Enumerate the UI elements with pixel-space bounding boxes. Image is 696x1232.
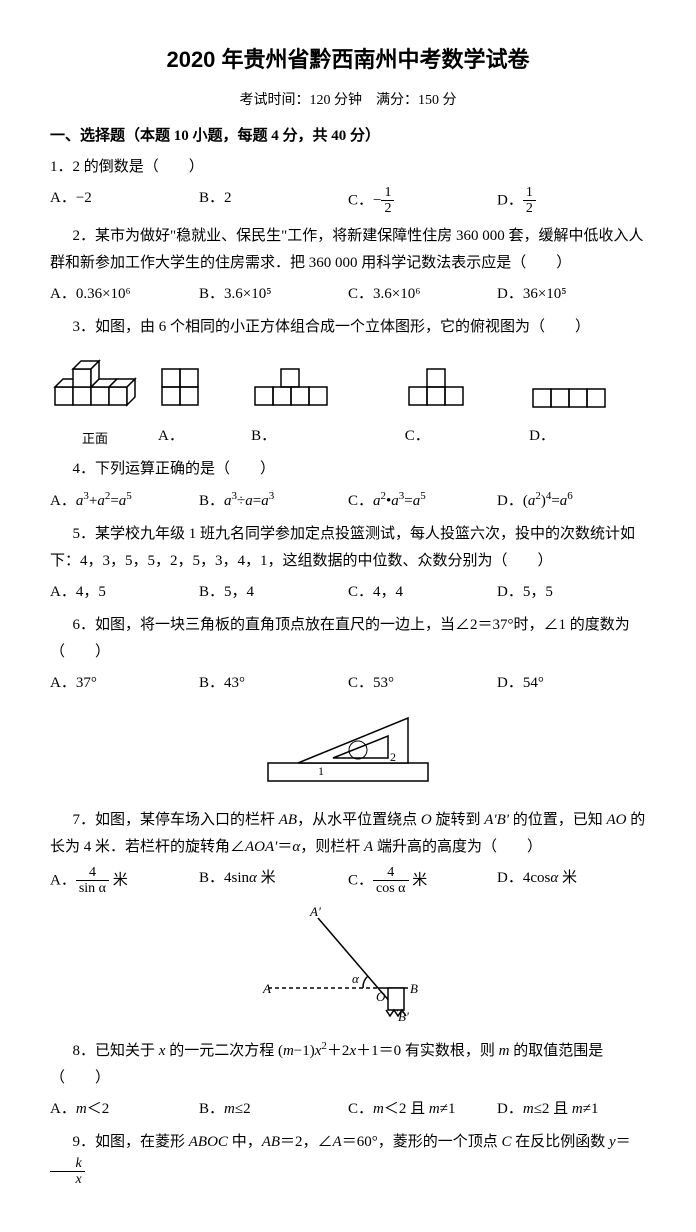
q5-optD: D．5，5 (497, 579, 646, 606)
q4-optC: C．a2•a3=a5 (348, 487, 497, 515)
frac-den: cos α (373, 881, 409, 896)
q8-options: A．m＜2 B．m≤2 C．m＜2 且 m≠1 D．m≤2 且 m≠1 (50, 1096, 646, 1123)
q5-optC: C．4，4 (348, 579, 497, 606)
pre: C． (348, 872, 373, 888)
q6-optD: D．54° (497, 670, 646, 697)
q3-figures: 正面 A． B． C． (50, 347, 646, 450)
triangle-ruler-icon: 1 2 (258, 703, 438, 793)
page-title: 2020 年贵州省黔西南州中考数学试卷 (50, 40, 646, 80)
q4-options: A．a3+a2=a5 B．a3÷a=a3 C．a2•a3=a5 D．(a2)4=… (50, 487, 646, 515)
q3-fig-solid: 正面 (50, 347, 140, 450)
q2-stem: 2．某市为做好"稳就业、保民生"工作，将新建保障性住房 360 000 套，缓解… (50, 223, 646, 277)
optA-icon (158, 363, 206, 413)
q6-figure: 1 2 (50, 703, 646, 803)
solid-icon (50, 347, 140, 417)
exam-info: 考试时间：120 分钟 满分：150 分 (50, 88, 646, 113)
q3-optD: D． (529, 383, 646, 450)
q1-optD: D．12 (497, 185, 646, 217)
frac-den: 2 (523, 201, 536, 216)
label-C: C． (405, 428, 430, 444)
q3-optA: A． (158, 363, 233, 450)
q1-options: A．−2 B．2 C．−12 D．12 (50, 185, 646, 217)
front-label: 正面 (50, 427, 140, 450)
ptBp: B' (398, 1009, 409, 1024)
q7-optB: B．4sinα 米 (199, 865, 348, 897)
q7-options: A．4sin α 米 B．4sinα 米 C．4cos α 米 D．4cosα … (50, 865, 646, 897)
q2-optD: D．36×10⁵ (497, 281, 646, 308)
q5-options: A．4，5 B．5，4 C．4，4 D．5，5 (50, 579, 646, 606)
q7-optA: A．4sin α 米 (50, 865, 199, 897)
post: 米 (109, 872, 128, 888)
q2-options: A．0.36×10⁶ B．3.6×10⁵ C．3.6×10⁶ D．36×10⁵ (50, 281, 646, 308)
frac-num: 1 (523, 185, 536, 201)
label-D: D． (529, 428, 555, 444)
q1-stem: 1．2 的倒数是（ ） (50, 154, 646, 181)
frac-num: 4 (373, 865, 409, 881)
q2-optC: C．3.6×10⁶ (348, 281, 497, 308)
q8-optB: B．m≤2 (199, 1096, 348, 1123)
q1-optB: B．2 (199, 185, 348, 217)
q3-stem: 3．如图，由 6 个相同的小正方体组合成一个立体图形，它的俯视图为（ ） (50, 314, 646, 341)
q1-optC: C．−12 (348, 185, 497, 217)
q4-optB: B．a3÷a=a3 (199, 487, 348, 515)
post: 米 (409, 872, 428, 888)
optD-icon (529, 383, 619, 413)
angle1-label: 1 (318, 764, 324, 778)
frac-num: 1 (381, 185, 394, 201)
q6-options: A．37° B．43° C．53° D．54° (50, 670, 646, 697)
q6-optA: A．37° (50, 670, 199, 697)
q4-optD: D．(a2)4=a6 (497, 487, 646, 515)
q8-optC: C．m＜2 且 m≠1 (348, 1096, 497, 1123)
q7c-frac: 4cos α (373, 865, 409, 897)
q7a-frac: 4sin α (76, 865, 109, 897)
q8-optD: D．m≤2 且 m≠1 (497, 1096, 646, 1123)
q6-stem: 6．如图，将一块三角板的直角顶点放在直尺的一边上，当∠2＝37°时，∠1 的度数… (50, 612, 646, 666)
q4-optA: A．a3+a2=a5 (50, 487, 199, 515)
frac-den: 2 (381, 201, 394, 216)
angle2-label: 2 (390, 750, 396, 764)
optC-icon (405, 363, 485, 413)
q9-stem: 9．如图，在菱形 ABOC 中，AB＝2，∠A＝60°，菱形的一个顶点 C 在反… (50, 1129, 646, 1188)
q9-frac: kx (50, 1156, 85, 1188)
q9-text: 9．如图，在菱形 ABOC 中，AB＝2，∠A＝60°，菱形的一个顶点 C 在反… (73, 1134, 631, 1150)
q6-optC: C．53° (348, 670, 497, 697)
q7-optD: D．4cosα 米 (497, 865, 646, 897)
q2-optB: B．3.6×10⁵ (199, 281, 348, 308)
frac-den: x (50, 1172, 85, 1187)
section1-head: 一、选择题（本题 10 小题，每题 4 分，共 40 分） (50, 123, 646, 150)
ptO: O (376, 989, 386, 1004)
frac-num: 4 (76, 865, 109, 881)
q5-optB: B．5，4 (199, 579, 348, 606)
ptAp: A' (309, 904, 321, 919)
pre: A． (50, 872, 76, 888)
label-B: B． (251, 428, 276, 444)
q1c-frac: 12 (381, 185, 394, 217)
q5-stem: 5．某学校九年级 1 班九名同学参加定点投篮测试，每人投篮六次，投中的次数统计如… (50, 521, 646, 575)
q1c-pre: C．− (348, 192, 381, 208)
label-A: A． (158, 428, 184, 444)
alpha: α (352, 971, 360, 986)
q7-figure: A A' O B B' α (50, 903, 646, 1033)
q8-optA: A．m＜2 (50, 1096, 199, 1123)
q1-optA: A．−2 (50, 185, 199, 217)
q7-optC: C．4cos α 米 (348, 865, 497, 897)
q3-optC: C． (405, 363, 511, 450)
gate-icon: A A' O B B' α (248, 903, 448, 1023)
q1d-pre: D． (497, 192, 523, 208)
q5-optA: A．4，5 (50, 579, 199, 606)
q8-stem: 8．已知关于 x 的一元二次方程 (m−1)x2＋2x＋1＝0 有实数根，则 m… (50, 1037, 646, 1092)
optB-icon (251, 363, 361, 413)
q7-stem: 7．如图，某停车场入口的栏杆 AB，从水平位置绕点 O 旋转到 A'B' 的位置… (50, 807, 646, 861)
frac-num: k (50, 1156, 85, 1172)
q6-optB: B．43° (199, 670, 348, 697)
q3-optB: B． (251, 363, 387, 450)
q1d-frac: 12 (523, 185, 536, 217)
frac-den: sin α (76, 881, 109, 896)
q2-optA: A．0.36×10⁶ (50, 281, 199, 308)
q4-stem: 4．下列运算正确的是（ ） (50, 456, 646, 483)
